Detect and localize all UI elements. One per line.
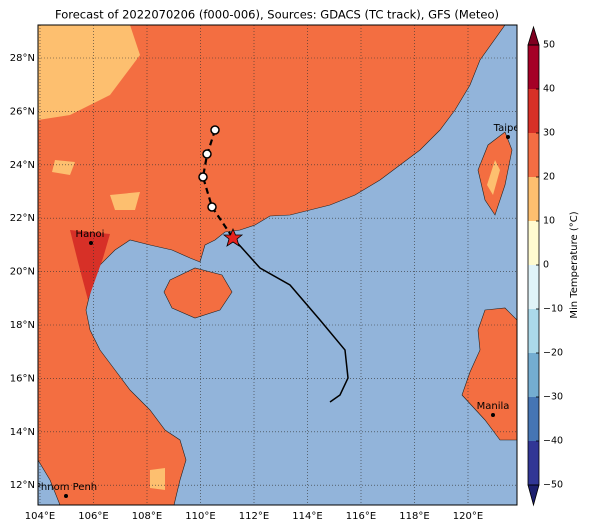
lon-tick-label: 114°E — [292, 511, 322, 522]
colorbar-tick-label: −10 — [543, 304, 563, 315]
lat-tick-label: 18°N — [10, 320, 35, 331]
lat-tick-label: 28°N — [10, 53, 35, 64]
colorbar-tick-label: 50 — [543, 40, 555, 51]
colorbar-tick-label: −20 — [543, 348, 563, 359]
colorbar-band — [528, 221, 539, 265]
past-track — [232, 237, 349, 403]
warm-zone — [70, 230, 110, 300]
colorbar-band — [528, 309, 539, 353]
luzon — [461, 307, 517, 441]
map-frame — [37, 24, 518, 506]
taiwan-highland — [487, 160, 500, 195]
storm-position — [222, 227, 244, 247]
lon-tick-label: 110°E — [185, 511, 215, 522]
colorbar-tick-label: 10 — [543, 216, 555, 227]
track-points — [198, 125, 220, 212]
city-dots — [64, 135, 510, 498]
forecast-track — [201, 129, 234, 239]
title: Forecast of 2022070206 (f000-006), Sourc… — [55, 8, 499, 22]
map-area: Hanoi Taipei Manila Phnom Penh — [35, 25, 523, 505]
lat-tick-label: 12°N — [10, 480, 35, 491]
colorbar-tick-label: 0 — [543, 260, 549, 271]
mainland — [38, 25, 506, 505]
city-label: Phnom Penh — [35, 482, 97, 493]
colorbar-tick-label: 30 — [543, 128, 555, 139]
colorbar-band — [528, 177, 539, 221]
colorbar-tick-label: −50 — [543, 480, 563, 491]
colorbar-band — [528, 353, 539, 397]
colorbar-band — [528, 133, 539, 177]
lat-tick-label: 24°N — [10, 160, 35, 171]
colorbar-tick-label: −30 — [543, 392, 563, 403]
lat-tick-label: 22°N — [10, 213, 35, 224]
city-label: Hanoi — [76, 229, 105, 240]
hainan — [163, 267, 233, 319]
lon-tick-label: 104°E — [25, 511, 55, 522]
colorbar: −50 −40 −30 −20 −10 0 10 20 30 40 50 — [527, 25, 563, 507]
colorbar-band — [528, 397, 539, 441]
colorbar-band — [528, 45, 539, 89]
lon-tick-label: 106°E — [78, 511, 108, 522]
grid — [38, 25, 517, 505]
colorbar-tick-label: 40 — [543, 84, 555, 95]
lon-tick-label: 120°E — [453, 511, 483, 522]
city-label: Manila — [477, 401, 510, 412]
lon-tick-label: 118°E — [399, 511, 429, 522]
colorbar-tick-label: 20 — [543, 172, 555, 183]
colorbar-label: Min Temperature (°C) — [569, 211, 580, 318]
city-label: Taipei — [493, 123, 523, 134]
colorbar-arrow — [527, 25, 540, 46]
lat-tick-label: 20°N — [10, 267, 35, 278]
colorbar-tick-label: −40 — [543, 436, 563, 447]
lat-tick-label: 14°N — [10, 427, 35, 438]
lon-tick-label: 108°E — [132, 511, 162, 522]
colorbar-arrow — [527, 484, 540, 507]
colorbar-band — [528, 265, 539, 309]
lat-tick-label: 16°N — [10, 373, 35, 384]
lat-tick-label: 26°N — [10, 106, 35, 117]
colorbar-band — [528, 441, 539, 485]
highland — [38, 25, 165, 490]
colorbar-band — [528, 89, 539, 133]
lon-tick-label: 116°E — [346, 511, 376, 522]
lon-tick-label: 112°E — [239, 511, 269, 522]
